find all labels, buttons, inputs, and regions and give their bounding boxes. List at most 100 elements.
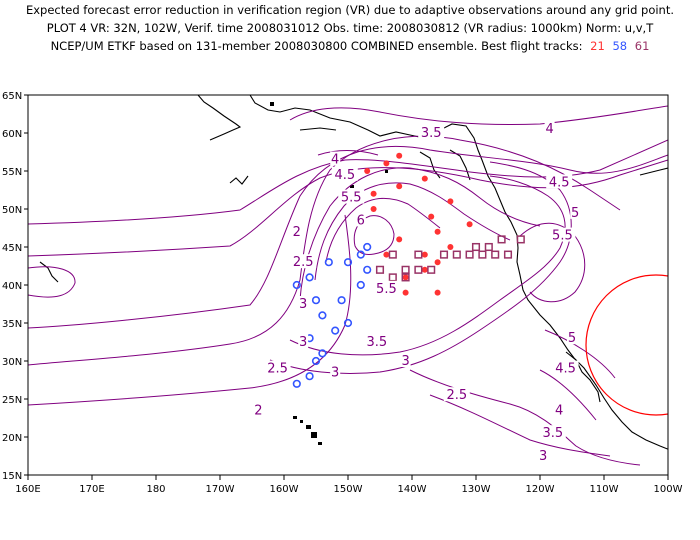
axis-labels: 160E 170E 180 170W 160W 150W 140W 130W 120W 110W 1… <box>2 91 683 495</box>
track-61-point <box>388 273 397 282</box>
track-58-point <box>292 280 301 290</box>
contour-label-bg <box>290 254 317 269</box>
contour-label-bg <box>400 353 411 367</box>
track-61-point <box>401 273 410 282</box>
track-61-point <box>452 250 461 259</box>
contour-label-bg <box>253 402 264 417</box>
track-58-point <box>331 326 340 335</box>
track-58-point <box>305 273 314 282</box>
lon-tick-label: 140W <box>398 484 427 495</box>
track-21-point <box>421 251 428 258</box>
lat-tick-label: 20N <box>2 433 22 444</box>
track-21-point <box>383 251 390 258</box>
track-61-point <box>503 250 513 259</box>
lat-tick-label: 55N <box>2 167 22 178</box>
track-21-point <box>402 274 409 281</box>
track-58-point <box>311 296 321 305</box>
contour-label: 2 <box>293 225 301 240</box>
lon-tick-label: 120W <box>526 484 555 495</box>
contour-label-bg <box>567 330 577 345</box>
lat-tick-label: 65N <box>2 91 22 102</box>
track-21-point <box>434 228 441 235</box>
track-21-point <box>447 198 454 205</box>
contour-label-bg <box>443 387 470 402</box>
contour-label-bg <box>363 334 390 348</box>
track-58-point <box>337 296 346 305</box>
track-21-point <box>396 236 403 243</box>
track-21-point <box>383 160 390 167</box>
track-58-point <box>318 349 327 358</box>
track-58-point <box>356 250 365 259</box>
track-21-point <box>370 206 377 212</box>
track-61-point <box>465 250 474 259</box>
track-58-point <box>343 258 353 267</box>
contour-label-bg <box>546 174 573 189</box>
contour-label-bg <box>330 364 341 379</box>
contour-label-bg <box>338 189 365 204</box>
contour-label: 5 <box>568 331 576 346</box>
contour-label: 4 <box>545 122 553 137</box>
lon-tick-label: 160W <box>270 484 299 495</box>
track-58-point <box>343 318 353 328</box>
contour-label: 5 <box>571 206 579 221</box>
track-21-point <box>396 152 403 159</box>
track-21-point <box>434 259 441 266</box>
contour-label: 4 <box>555 403 563 418</box>
contour-label-bg <box>264 360 291 375</box>
track-21-point <box>466 221 473 228</box>
track-21-point <box>364 168 371 174</box>
contour-label: 3 <box>299 297 307 312</box>
plot-title-line3: NCEP/UM ETKF based on 131-member 2008030… <box>0 39 700 53</box>
track-61-point <box>414 250 423 259</box>
contour-label: 4.5 <box>334 168 355 183</box>
track-58-point <box>356 280 365 290</box>
contour-label-bg <box>552 360 579 375</box>
track-21-point <box>421 266 428 273</box>
contour-label: 3.5 <box>542 426 563 441</box>
track-61-point <box>497 235 506 244</box>
lat-tick-label: 25N <box>2 395 22 406</box>
contour-label-bg <box>418 125 445 139</box>
track-61-point <box>414 265 423 274</box>
contour-label: 5.5 <box>341 191 362 206</box>
contour-label-bg <box>570 204 581 219</box>
lon-tick-label: 130W <box>462 484 491 495</box>
contour-label-bg <box>355 212 366 227</box>
verification-region-circle <box>585 274 668 416</box>
track-61-point <box>388 250 397 259</box>
contour-label: 3 <box>401 354 409 369</box>
hawaii-islands <box>293 416 322 445</box>
contour-label: 2.5 <box>267 362 288 377</box>
track-21-point <box>447 244 454 250</box>
lat-tick-label: 50N <box>2 205 22 216</box>
contour-label: 3.5 <box>366 335 387 350</box>
contour-label: 3 <box>331 365 339 380</box>
lon-tick-label: 150W <box>334 484 363 495</box>
track-58-point <box>363 242 372 252</box>
track-21-point <box>428 213 435 220</box>
track-58-point <box>311 356 321 366</box>
lat-tick-label: 15N <box>2 471 22 482</box>
lon-tick-label: 170E <box>79 484 104 495</box>
track-61-point <box>401 265 410 274</box>
lat-tick-label: 30N <box>2 357 22 368</box>
contour-label: 6 <box>357 213 365 228</box>
track-61-point <box>439 250 449 259</box>
track-61-point <box>516 235 525 244</box>
lon-tick-label: 100W <box>654 484 683 495</box>
track-21-point <box>434 289 441 296</box>
contour-label: 2.5 <box>446 388 467 403</box>
contour-label: 3 <box>539 449 547 464</box>
contour-label: 3 <box>299 335 307 350</box>
track-58-point <box>324 258 333 267</box>
contour-label-bg <box>544 121 555 136</box>
track-61-point <box>478 250 487 259</box>
track-21-point <box>402 289 409 296</box>
track-58-point <box>305 372 314 381</box>
contour-label: 4.5 <box>555 362 576 377</box>
contour-label-bg <box>331 166 358 181</box>
tick-marks <box>24 94 669 480</box>
contour-label-bg <box>298 296 309 310</box>
contour-label-bg <box>538 448 549 462</box>
